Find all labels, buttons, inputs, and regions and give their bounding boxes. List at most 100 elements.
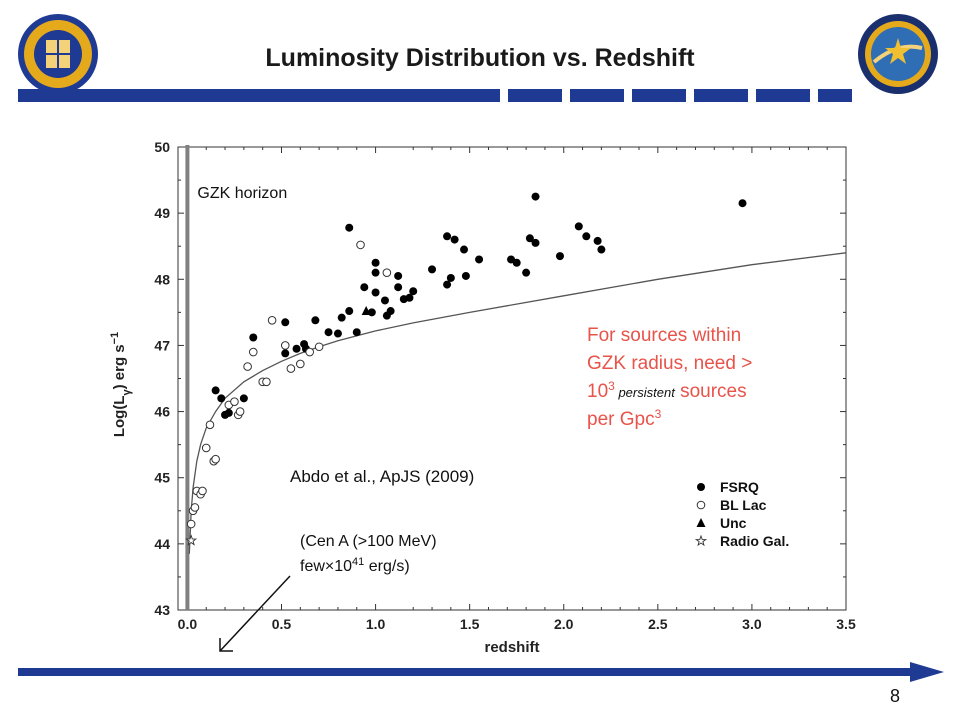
data-point bbox=[280, 341, 290, 350]
data-point bbox=[582, 232, 591, 241]
cen-a-annotation: few×1041 erg/s) bbox=[300, 556, 410, 575]
data-point bbox=[345, 223, 354, 232]
x-tick-label: 1.0 bbox=[366, 616, 386, 632]
data-point bbox=[311, 316, 320, 325]
legend-label: Radio Gal. bbox=[720, 533, 789, 549]
data-point bbox=[296, 359, 305, 369]
data-point bbox=[324, 328, 333, 337]
header-band-segment bbox=[18, 89, 500, 102]
data-point bbox=[217, 394, 226, 403]
space-science-division-logo bbox=[858, 14, 938, 94]
legend-marker bbox=[697, 483, 705, 491]
flux-threshold-curve bbox=[188, 252, 847, 554]
data-point bbox=[409, 287, 418, 296]
data-point bbox=[531, 192, 540, 201]
data-point bbox=[371, 288, 380, 297]
header-band-segment bbox=[508, 89, 562, 102]
data-point bbox=[305, 347, 315, 357]
footer-rule bbox=[18, 668, 918, 676]
data-point bbox=[352, 328, 361, 337]
legend-marker bbox=[696, 500, 706, 510]
data-point bbox=[555, 252, 564, 261]
x-tick-label: 3.5 bbox=[836, 616, 856, 632]
legend-label: Unc bbox=[720, 515, 747, 531]
x-tick-label: 0.5 bbox=[272, 616, 292, 632]
data-point bbox=[738, 199, 747, 208]
data-point bbox=[292, 344, 301, 353]
data-point bbox=[361, 306, 371, 316]
data-point bbox=[360, 283, 369, 292]
data-point bbox=[531, 238, 540, 247]
legend-label: FSRQ bbox=[720, 479, 759, 495]
cen-a-annotation: (Cen A (>100 MeV) bbox=[300, 533, 437, 550]
nrl-seal-logo bbox=[18, 14, 98, 94]
data-point bbox=[333, 329, 342, 338]
data-point bbox=[186, 519, 196, 529]
data-point bbox=[235, 407, 245, 416]
data-point bbox=[460, 245, 469, 254]
series-radio-gal bbox=[185, 534, 198, 546]
data-point bbox=[224, 408, 233, 417]
header-band-segment bbox=[818, 89, 852, 102]
data-point bbox=[356, 240, 365, 250]
data-point bbox=[371, 258, 380, 267]
gzk-callout-line: 103 persistent sources bbox=[587, 379, 747, 402]
legend-marker bbox=[696, 518, 706, 527]
header-band-segment bbox=[570, 89, 624, 102]
header-band-segment bbox=[632, 89, 686, 102]
data-point bbox=[243, 362, 252, 371]
y-tick-label: 50 bbox=[154, 139, 170, 155]
legend-label: BL Lac bbox=[720, 497, 767, 513]
data-point bbox=[201, 443, 211, 453]
y-tick-label: 43 bbox=[154, 602, 170, 618]
data-point bbox=[211, 386, 220, 395]
data-point bbox=[211, 454, 220, 464]
data-point bbox=[314, 342, 324, 352]
page-number: 8 bbox=[890, 686, 901, 706]
data-point bbox=[443, 232, 452, 241]
data-point bbox=[446, 273, 455, 282]
x-axis-label: redshift bbox=[484, 639, 539, 656]
data-point bbox=[380, 296, 389, 305]
data-point bbox=[190, 503, 200, 512]
data-point bbox=[371, 268, 380, 277]
y-axis-label: Log(Lγ) erg s−1 bbox=[109, 332, 133, 437]
data-point bbox=[512, 258, 521, 267]
y-tick-label: 48 bbox=[154, 271, 170, 287]
data-point bbox=[450, 235, 459, 244]
y-tick-label: 45 bbox=[154, 470, 170, 486]
x-tick-label: 2.0 bbox=[554, 616, 574, 632]
cen-a-pointer-arrowhead bbox=[219, 638, 233, 652]
gzk-callout-line: GZK radius, need > bbox=[587, 353, 752, 374]
data-point bbox=[428, 265, 437, 274]
data-point bbox=[248, 347, 258, 357]
series-fsrq bbox=[211, 192, 747, 419]
data-point bbox=[382, 268, 392, 277]
citation-annotation: Abdo et al., ApJS (2009) bbox=[290, 467, 474, 486]
data-point bbox=[198, 486, 207, 496]
series-unc bbox=[361, 306, 371, 316]
data-point bbox=[230, 397, 239, 406]
gzk-callout-line: For sources within bbox=[587, 325, 741, 346]
data-point bbox=[394, 271, 403, 280]
data-point bbox=[281, 349, 290, 358]
y-tick-label: 46 bbox=[154, 404, 170, 420]
x-tick-label: 0.0 bbox=[178, 616, 198, 632]
page-title: Luminosity Distribution vs. Redshift bbox=[265, 44, 695, 72]
data-point bbox=[597, 245, 606, 254]
data-point bbox=[345, 307, 354, 316]
data-point bbox=[281, 318, 290, 327]
legend: FSRQ BL Lac Unc Radio Gal. bbox=[694, 479, 789, 549]
gzk-callout-line: per Gpc3 bbox=[587, 407, 662, 430]
header-band-segment bbox=[694, 89, 748, 102]
data-point bbox=[239, 394, 248, 403]
data-point bbox=[337, 313, 346, 322]
data-point bbox=[262, 377, 271, 387]
data-point bbox=[525, 234, 534, 243]
x-tick-label: 2.5 bbox=[648, 616, 668, 632]
header-band-segment bbox=[756, 89, 810, 102]
data-point bbox=[593, 236, 602, 245]
y-tick-label: 47 bbox=[154, 337, 170, 353]
y-tick-label: 49 bbox=[154, 205, 170, 221]
data-point bbox=[386, 307, 395, 316]
